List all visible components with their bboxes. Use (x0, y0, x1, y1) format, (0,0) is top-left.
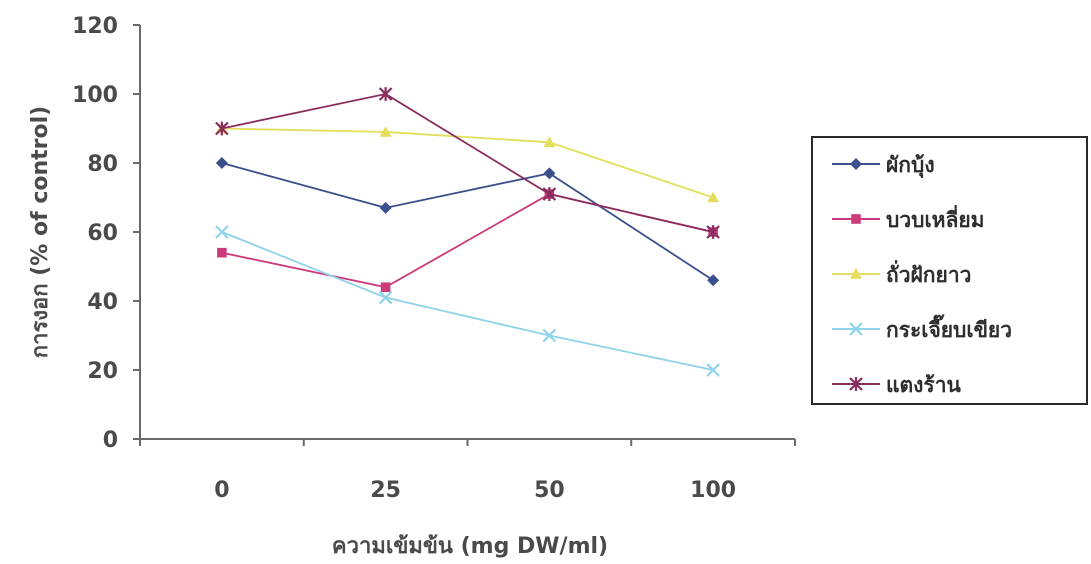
data-point-marker (850, 268, 862, 279)
data-point-marker (850, 158, 862, 170)
y-axis-label: การงอก (% of control) (28, 106, 53, 358)
data-point-marker (215, 225, 229, 239)
y-tick-label: 0 (103, 428, 118, 453)
legend: ผักบุ้งบวบเหลี่ยมถั่วฝักยาวกระเจี๊ยบเขีย… (811, 136, 1088, 405)
data-point-marker (706, 225, 720, 239)
legend-entry: ถั่วฝักยาว (832, 259, 971, 287)
series-line (221, 93, 714, 233)
y-tick-label: 60 (87, 221, 118, 246)
data-point-marker (706, 363, 720, 377)
data-point-marker (215, 157, 228, 169)
data-point-marker (543, 167, 556, 180)
series-4 (215, 225, 720, 377)
legend-entry: กระเจี๊ยบเขียว (832, 314, 1012, 342)
x-tick-label: 0 (214, 478, 229, 503)
series-1 (215, 157, 720, 287)
data-point-marker (849, 377, 863, 391)
x-tick-label: 100 (690, 478, 736, 503)
x-tick-label: 25 (370, 478, 401, 503)
data-point-marker (542, 187, 557, 201)
legend-label: ถั่วฝักยาว (886, 259, 971, 287)
y-tick-label: 40 (87, 290, 118, 315)
data-point-marker (849, 322, 863, 336)
legend-label: บวบเหลี่ยม (886, 204, 985, 232)
legend-label: ผักบุ้ง (886, 153, 935, 179)
data-point-marker (379, 125, 392, 137)
data-point-marker (543, 136, 556, 148)
legend-entry: ผักบุ้ง (832, 153, 935, 179)
data-point-marker (380, 282, 391, 292)
data-point-marker (851, 214, 861, 224)
series-line (221, 127, 714, 199)
legend-entry: บวบเหลี่ยม (832, 204, 985, 232)
data-point-marker (217, 247, 227, 258)
x-axis-label: ความเข้มข้น (mg DW/ml) (332, 534, 608, 559)
y-tick-label: 20 (87, 359, 118, 384)
axes: 0 20 40 60 80 100 120 0 25 50 100 (72, 14, 796, 503)
legend-label: กระเจี๊ยบเขียว (886, 314, 1012, 342)
data-point-marker (707, 191, 720, 203)
legend-label: แตงร้าน (886, 373, 961, 397)
series-line (221, 162, 714, 282)
plot-area (140, 25, 795, 439)
legend-entry: แตงร้าน (832, 373, 961, 397)
data-point-marker (542, 328, 557, 343)
legend-box (811, 136, 1088, 405)
data-point-marker (379, 201, 392, 214)
data-point-marker (707, 274, 720, 287)
series-3 (215, 122, 720, 203)
data-point-marker (215, 121, 229, 136)
x-tick-label: 50 (534, 478, 565, 503)
series-layer (215, 87, 720, 377)
data-point-marker (378, 290, 393, 305)
y-tick-label: 120 (72, 14, 118, 39)
y-tick-label: 80 (87, 152, 118, 177)
y-tick-label: 100 (72, 83, 118, 108)
data-point-marker (378, 87, 393, 101)
series-line (221, 231, 714, 371)
series-5 (215, 87, 720, 239)
